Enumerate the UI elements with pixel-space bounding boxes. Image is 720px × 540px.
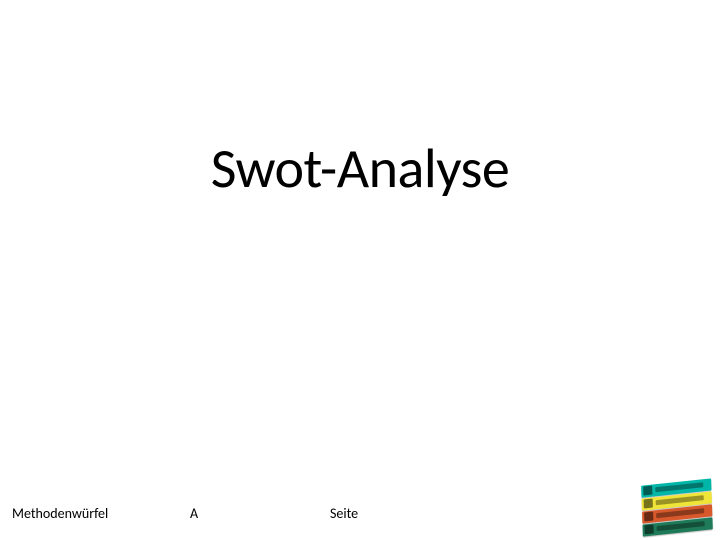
- stack-layer-text: [657, 521, 705, 531]
- footer-label-page: Seite: [330, 505, 358, 522]
- page-title: Swot-Analyse: [0, 135, 720, 203]
- stack-layer-text: [656, 508, 704, 518]
- stacked-layers-icon: [641, 478, 713, 537]
- footer-label-section: A: [190, 505, 198, 522]
- stack-layer-text: [656, 495, 704, 505]
- stack-layer-badge: [644, 499, 653, 509]
- stack-layer-badge: [643, 486, 652, 496]
- stack-layer-badge: [644, 512, 653, 522]
- slide: Swot-Analyse Methodenwürfel A Seite: [0, 0, 720, 540]
- footer-label-left: Methodenwürfel: [12, 505, 108, 522]
- stack-layer-badge: [645, 524, 654, 534]
- stack-layer-text: [655, 482, 703, 492]
